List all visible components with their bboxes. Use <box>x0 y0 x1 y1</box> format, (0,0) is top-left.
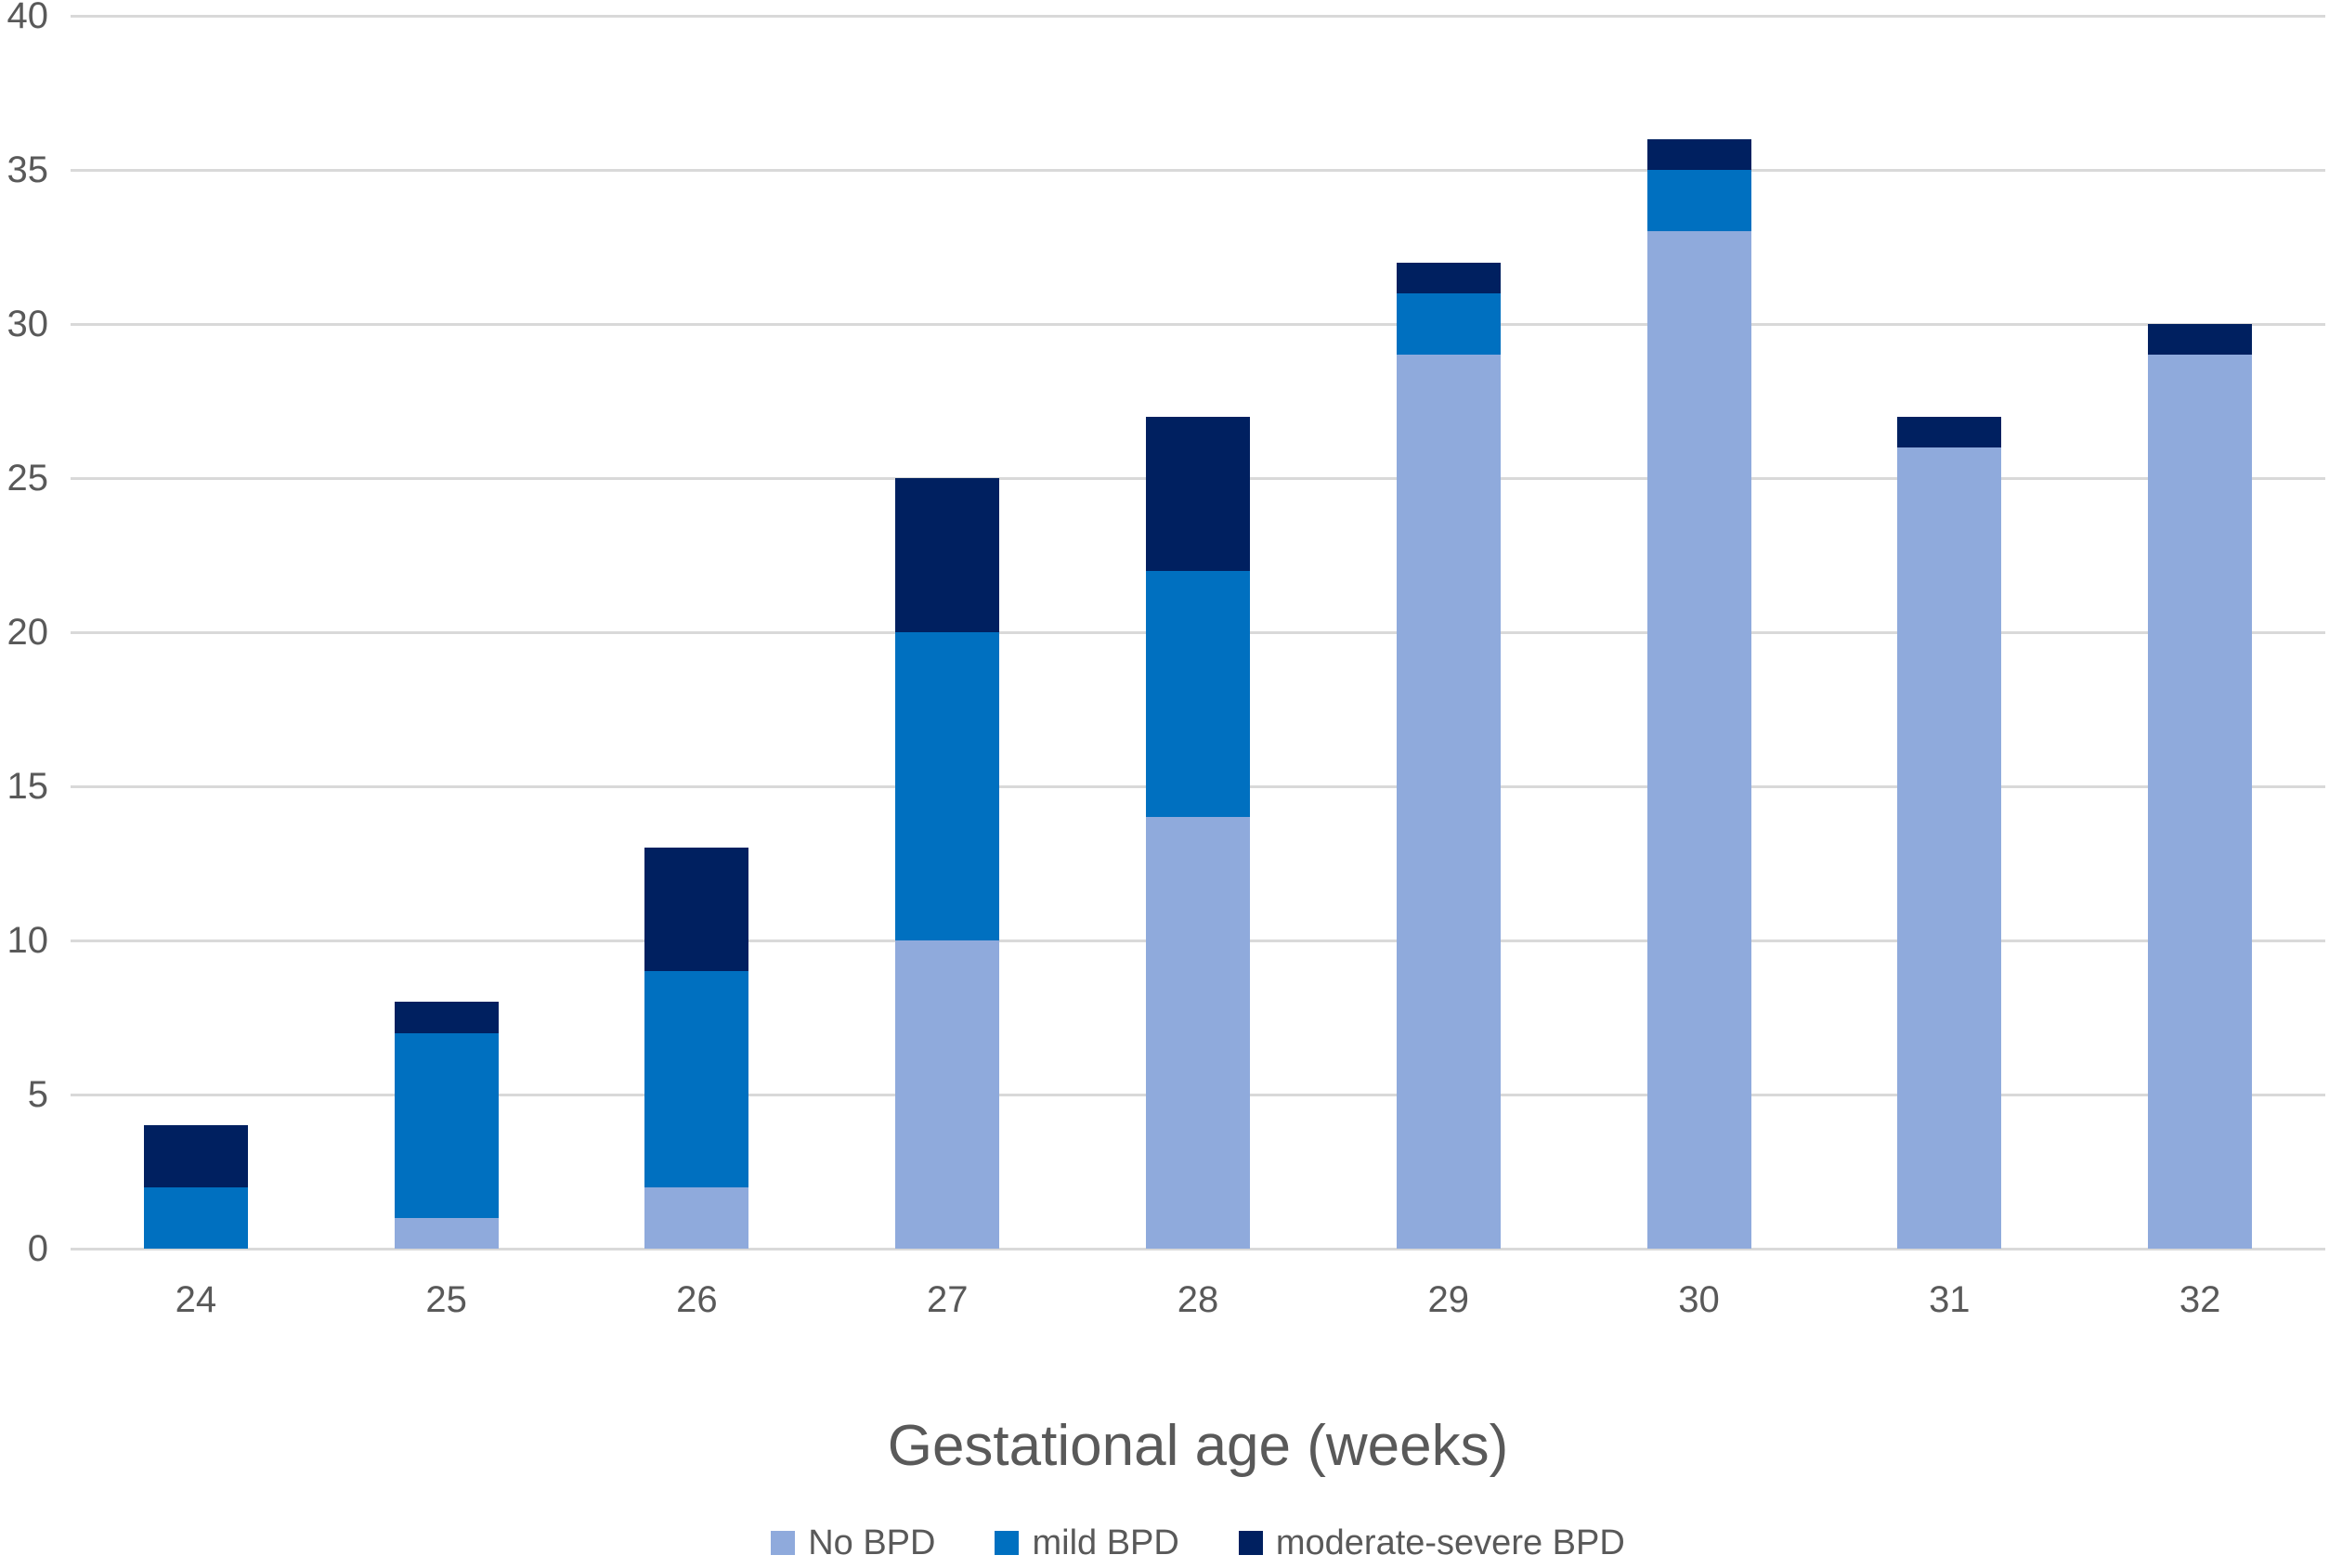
bar-27-segment-no-bpd <box>895 940 1000 1249</box>
legend-swatch-no-bpd <box>771 1531 796 1555</box>
bar-24-segment-mild-bpd <box>143 1186 248 1249</box>
bar-26-segment-no-bpd <box>644 1186 749 1249</box>
bar-28-segment-no-bpd <box>1146 817 1250 1249</box>
gridline-0 <box>71 1247 2325 1251</box>
x-tick-label-26: 26 <box>676 1279 718 1320</box>
legend-label-mild-bpd: mild BPD <box>1032 1523 1179 1562</box>
gridline-30 <box>71 322 2325 326</box>
y-tick-label-20: 20 <box>7 612 49 653</box>
x-tick-label-32: 32 <box>2179 1279 2221 1320</box>
bar-25-segment-no-bpd <box>394 1217 499 1249</box>
y-tick-label-10: 10 <box>7 920 49 961</box>
bar-30-segment-moderate-severe-bpd <box>1646 138 1751 170</box>
y-tick-label-40: 40 <box>7 0 49 36</box>
legend: No BPD mild BPD moderate-severe BPD <box>71 1523 2325 1563</box>
bar-29-segment-no-bpd <box>1396 355 1501 1249</box>
bar-31-segment-no-bpd <box>1897 447 2002 1249</box>
y-tick-label-30: 30 <box>7 304 49 344</box>
y-tick-label-35: 35 <box>7 149 49 190</box>
bar-27-segment-mild-bpd <box>895 632 1000 940</box>
bar-29-segment-moderate-severe-bpd <box>1396 262 1501 293</box>
gridline-35 <box>71 168 2325 172</box>
x-tick-label-30: 30 <box>1678 1279 1720 1320</box>
bar-27-segment-moderate-severe-bpd <box>895 478 1000 632</box>
x-tick-label-31: 31 <box>1929 1279 1971 1320</box>
bar-25-segment-moderate-severe-bpd <box>394 1002 499 1033</box>
bar-30-segment-mild-bpd <box>1646 170 1751 232</box>
x-tick-label-29: 29 <box>1427 1279 1470 1320</box>
bar-26-segment-mild-bpd <box>644 971 749 1187</box>
legend-label-moderate-severe-bpd: moderate-severe BPD <box>1275 1523 1625 1562</box>
legend-item-no-bpd: No BPD <box>771 1523 935 1563</box>
legend-item-moderate-severe-bpd: moderate-severe BPD <box>1238 1523 1625 1563</box>
gridline-40 <box>71 14 2325 18</box>
bar-25-segment-mild-bpd <box>394 1032 499 1218</box>
y-tick-label-0: 0 <box>27 1228 48 1269</box>
bar-24-segment-moderate-severe-bpd <box>143 1125 248 1187</box>
y-tick-label-25: 25 <box>7 458 49 499</box>
bar-28-segment-mild-bpd <box>1146 570 1250 818</box>
legend-label-no-bpd: No BPD <box>808 1523 936 1562</box>
legend-swatch-mild-bpd <box>995 1531 1020 1555</box>
bar-32-segment-moderate-severe-bpd <box>2148 324 2253 356</box>
bar-31-segment-moderate-severe-bpd <box>1897 416 2002 447</box>
x-tick-label-28: 28 <box>1177 1279 1219 1320</box>
bar-28-segment-moderate-severe-bpd <box>1146 416 1250 571</box>
bar-26-segment-moderate-severe-bpd <box>644 848 749 972</box>
y-tick-label-5: 5 <box>27 1074 48 1115</box>
y-tick-label-15: 15 <box>7 766 49 807</box>
bar-29-segment-mild-bpd <box>1396 292 1501 356</box>
x-tick-label-27: 27 <box>926 1279 969 1320</box>
x-tick-label-25: 25 <box>425 1279 467 1320</box>
x-tick-label-24: 24 <box>175 1279 217 1320</box>
bar-32-segment-no-bpd <box>2148 355 2253 1249</box>
bar-30-segment-no-bpd <box>1646 231 1751 1249</box>
legend-swatch-moderate-severe-bpd <box>1238 1531 1263 1555</box>
legend-item-mild-bpd: mild BPD <box>995 1523 1179 1563</box>
x-axis-title: Gestational age (weeks) <box>887 1414 1509 1478</box>
